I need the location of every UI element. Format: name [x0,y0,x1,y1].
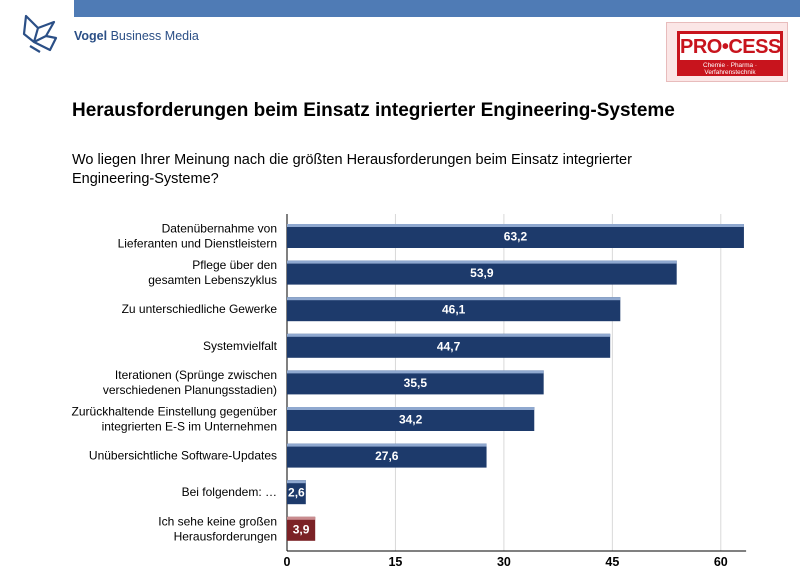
category-label: Bei folgendem: … [182,485,277,499]
process-logo-tagline: Chemie · Pharma · Verfahrenstechnik [703,62,757,76]
bar [287,333,611,358]
bar-value-label: 34,2 [399,413,423,427]
category-label: Iterationen (Sprünge zwischen [115,368,277,382]
bar-value-label: 44,7 [437,339,461,353]
survey-question: Wo liegen Ihrer Meinung nach die größten… [72,152,632,187]
x-tick-label: 0 [284,555,291,569]
x-tick-label: 45 [605,555,619,569]
bar-highlight [287,443,487,447]
bar-highlight [287,370,544,374]
bar [287,370,544,395]
bar-highlight [287,333,611,337]
bar-highlight [287,407,535,410]
bar-value-label: 53,9 [470,266,494,280]
bar-highlight [287,297,621,301]
x-tick-label: 15 [388,555,402,569]
process-magazine-logo: PRO•CESS Chemie · Pharma · Verfahrenstec… [666,22,788,82]
x-tick-label: 60 [714,555,728,569]
bar-value-label: 3,9 [293,522,310,536]
page-title: Herausforderungen beim Einsatz integrier… [72,100,675,121]
bar [287,407,535,431]
bar-highlight [287,480,306,484]
header-bar [74,0,800,17]
bar-value-label: 27,6 [375,449,399,463]
bar-highlight [287,516,316,520]
bar [287,443,487,468]
category-label: Zu unterschiedliche Gewerke [122,302,278,316]
bar [287,224,744,248]
category-label: Pflege über den [192,258,277,272]
bar-highlight [287,224,744,227]
bar-value-label: 63,2 [504,230,528,244]
brand-rest: Business Media [107,29,199,43]
brand-name: Vogel Business Media [74,29,199,43]
process-logo-frame: PRO•CESS Chemie · Pharma · Verfahrenstec… [677,31,783,76]
process-logo-word: PRO•CESS [680,34,781,60]
category-label: Herausforderungen [174,529,277,543]
category-label: gesamten Lebenszyklus [148,273,277,287]
brand-bold: Vogel [74,29,108,43]
bar-highlight [287,260,677,264]
bar-value-label: 35,5 [404,376,428,390]
x-tick-label: 30 [497,555,511,569]
vogel-bird-logo-icon [22,14,58,53]
bar-value-label: 46,1 [442,303,466,317]
category-label: Lieferanten und Dienstleistern [118,237,277,251]
bar [287,297,621,322]
bar [287,260,677,285]
category-label: Ich sehe keine großen [158,514,277,528]
bar [287,516,316,541]
category-label: integrierten E-S im Unternehmen [102,420,277,434]
category-label: verschiedenen Planungsstadien) [103,383,277,397]
bar-value-label: 2,6 [288,486,305,500]
category-label: Systemvielfalt [203,339,278,353]
category-label: Zurückhaltende Einstellung gegenüber [72,405,277,419]
category-label: Datenübernahme von [162,222,277,236]
category-label: Unübersichtliche Software-Updates [89,449,277,463]
bar [287,480,306,505]
